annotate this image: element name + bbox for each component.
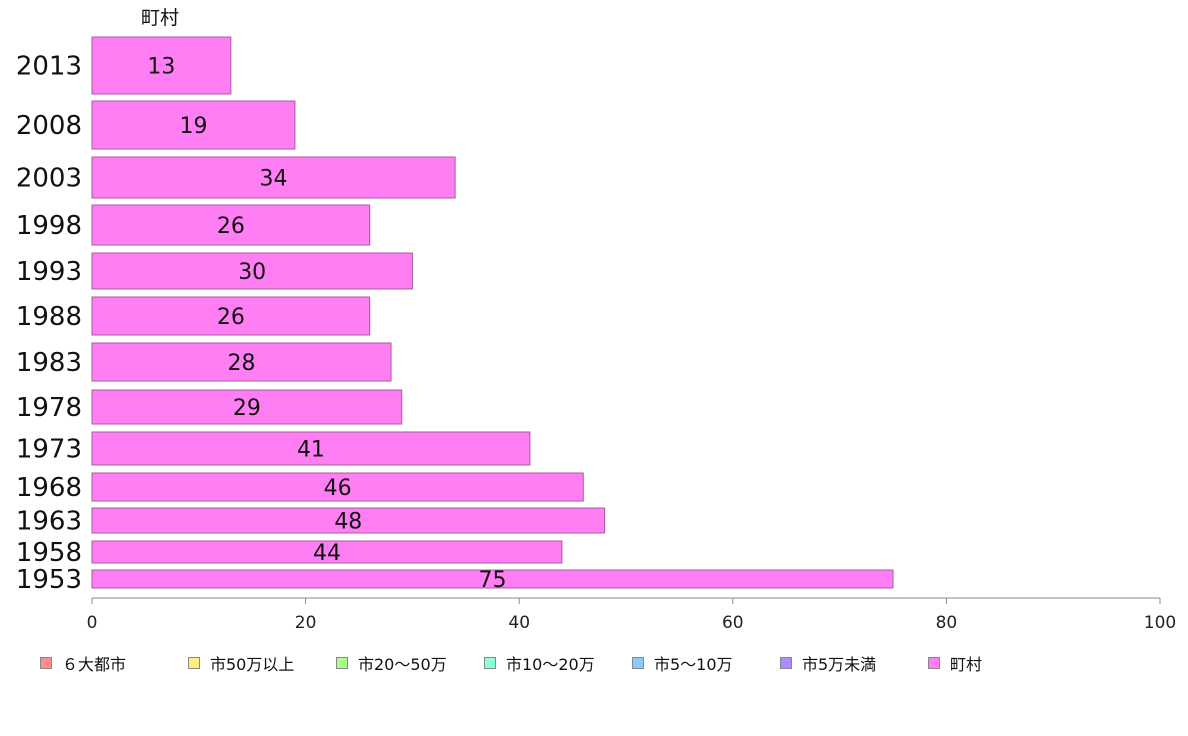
x-tick-label: 20 (295, 613, 317, 633)
legend-label: ６大都市 (62, 655, 127, 674)
legend: ６大都市 市50万以上 市20〜50万 市10〜20万 市5〜10万 市5万未満 町村 (40, 651, 1008, 675)
category-label: 2003 (16, 164, 82, 194)
category-label: 1998 (16, 211, 82, 241)
legend-swatch (484, 657, 496, 669)
category-label: 1978 (16, 393, 82, 423)
bar-1968 (91, 472, 584, 502)
value-label: 34 (260, 167, 288, 192)
legend-item: 市50万以上 (188, 651, 336, 675)
value-label: 29 (233, 396, 261, 421)
value-label: 28 (228, 351, 256, 376)
category-label: 1983 (16, 348, 82, 378)
bar-2013 (91, 36, 232, 95)
legend-label: 町村 (950, 655, 983, 674)
legend-item: ６大都市 (40, 651, 188, 675)
value-label: 26 (217, 214, 245, 239)
bar-1978 (91, 389, 403, 425)
x-tick-label: 60 (722, 613, 744, 633)
legend-swatch (40, 657, 52, 669)
category-label: 1988 (16, 302, 82, 332)
bar-1993 (91, 252, 413, 290)
category-label: 1993 (16, 257, 82, 287)
x-tick-label: 0 (87, 613, 98, 633)
value-label: 26 (217, 305, 245, 330)
bar-1973 (91, 431, 531, 466)
x-tick-label: 80 (936, 613, 958, 633)
legend-label: 市20〜50万 (358, 655, 447, 674)
legend-item: 市20〜50万 (336, 651, 484, 675)
bar-1953 (91, 569, 894, 589)
value-label: 46 (324, 476, 352, 501)
category-label: 1973 (16, 435, 82, 465)
legend-swatch (928, 657, 940, 669)
column-header: 町村 (141, 7, 179, 29)
value-label: 41 (297, 438, 325, 463)
legend-swatch (780, 657, 792, 669)
category-label: 1963 (16, 507, 82, 537)
legend-item: 市5万未満 (780, 651, 928, 675)
legend-item: 市5〜10万 (632, 651, 780, 675)
category-label: 1968 (16, 473, 82, 503)
x-tick-label: 100 (1144, 613, 1176, 633)
legend-swatch (188, 657, 200, 669)
value-label: 48 (334, 510, 362, 535)
bar-1958 (91, 540, 563, 564)
legend-item: 市10〜20万 (484, 651, 632, 675)
value-label: 44 (313, 541, 341, 566)
bar-1998 (91, 204, 371, 246)
legend-label: 市50万以上 (210, 655, 295, 674)
bar-chart: 町村 2013 13 2008 19 2003 34 1998 26 1993 30 1988 26 1… (16, 7, 1176, 633)
category-label: 1958 (16, 538, 82, 568)
bar-1963 (91, 507, 606, 534)
legend-label: 市5〜10万 (654, 655, 733, 674)
x-axis: 0 20 40 60 80 100 (87, 597, 1176, 633)
category-label: 2013 (16, 52, 82, 82)
bar-2003 (91, 156, 456, 199)
x-tick-label: 40 (508, 613, 530, 633)
value-label: 75 (479, 568, 507, 593)
category-label: 1953 (16, 565, 82, 595)
legend-swatch (336, 657, 348, 669)
bar-2008 (91, 100, 296, 150)
legend-label: 市5万未満 (802, 655, 877, 674)
value-label: 30 (238, 260, 266, 285)
category-label: 2008 (16, 111, 82, 141)
legend-swatch (632, 657, 644, 669)
bar-1983 (91, 342, 392, 382)
bar-1988 (91, 296, 371, 336)
value-label: 19 (179, 114, 207, 139)
legend-label: 市10〜20万 (506, 655, 595, 674)
legend-item: 町村 (928, 651, 1008, 675)
value-label: 13 (147, 55, 175, 80)
bars-group: 2013 13 2008 19 2003 34 1998 26 1993 30 1988 26 1983… (16, 36, 894, 595)
